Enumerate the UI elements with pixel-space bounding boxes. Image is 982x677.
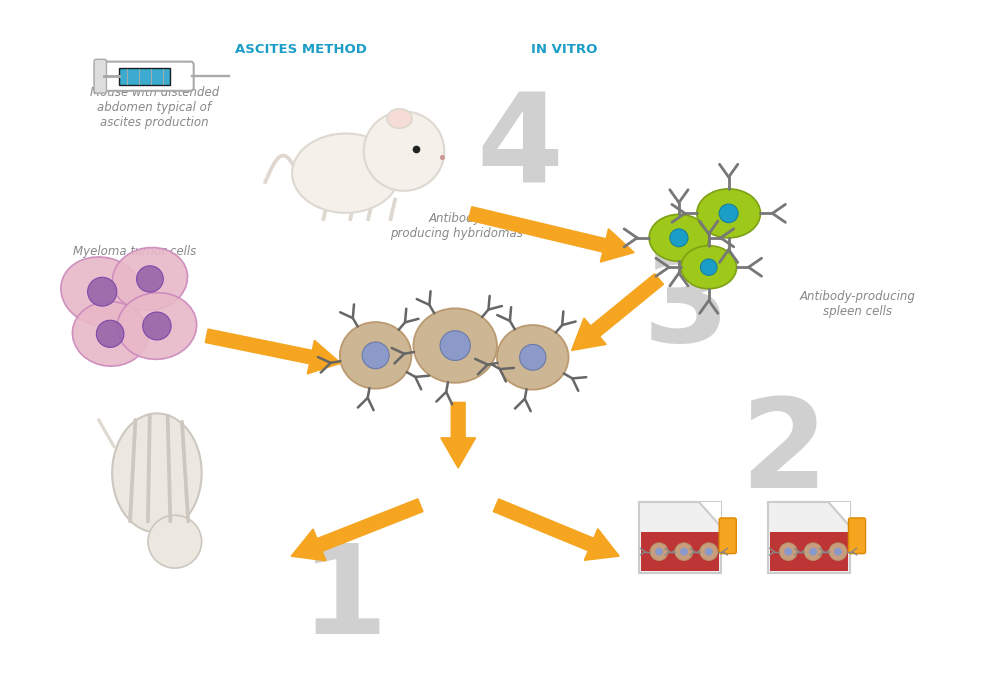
Ellipse shape bbox=[61, 257, 143, 326]
Circle shape bbox=[87, 278, 117, 306]
Circle shape bbox=[650, 543, 668, 561]
Circle shape bbox=[829, 543, 846, 561]
Polygon shape bbox=[639, 502, 721, 573]
Text: Antibody-
producing hybridomas: Antibody- producing hybridomas bbox=[391, 212, 523, 240]
FancyArrow shape bbox=[441, 402, 475, 468]
Ellipse shape bbox=[73, 301, 148, 366]
FancyBboxPatch shape bbox=[94, 62, 193, 91]
Polygon shape bbox=[769, 502, 850, 573]
Polygon shape bbox=[829, 502, 850, 527]
Circle shape bbox=[700, 543, 718, 561]
Ellipse shape bbox=[112, 247, 188, 311]
Ellipse shape bbox=[413, 308, 497, 383]
Ellipse shape bbox=[340, 322, 411, 389]
FancyArrow shape bbox=[493, 499, 620, 561]
FancyArrow shape bbox=[205, 329, 341, 374]
Ellipse shape bbox=[292, 133, 400, 213]
Circle shape bbox=[670, 229, 688, 247]
Ellipse shape bbox=[697, 189, 760, 238]
Ellipse shape bbox=[387, 109, 412, 128]
Text: 4: 4 bbox=[477, 88, 564, 209]
FancyBboxPatch shape bbox=[719, 518, 736, 554]
Circle shape bbox=[680, 548, 687, 556]
FancyBboxPatch shape bbox=[848, 518, 865, 554]
Circle shape bbox=[675, 543, 693, 561]
Text: Mouse with distended
abdomen typical of
ascites production: Mouse with distended abdomen typical of … bbox=[89, 86, 219, 129]
Circle shape bbox=[440, 330, 470, 360]
FancyArrow shape bbox=[572, 274, 664, 351]
Circle shape bbox=[136, 266, 163, 292]
FancyBboxPatch shape bbox=[119, 68, 170, 85]
Ellipse shape bbox=[117, 292, 196, 359]
Circle shape bbox=[804, 543, 822, 561]
Ellipse shape bbox=[112, 414, 201, 532]
FancyArrow shape bbox=[468, 206, 634, 262]
Circle shape bbox=[780, 543, 797, 561]
Text: IN VITRO: IN VITRO bbox=[531, 43, 597, 56]
Polygon shape bbox=[699, 502, 721, 527]
Text: Antibody-producing
spleen cells: Antibody-producing spleen cells bbox=[799, 290, 915, 318]
Circle shape bbox=[148, 515, 201, 568]
Polygon shape bbox=[641, 532, 719, 571]
FancyBboxPatch shape bbox=[94, 60, 106, 93]
Text: Myeloma tumor cells: Myeloma tumor cells bbox=[73, 245, 196, 258]
Ellipse shape bbox=[681, 246, 736, 289]
Circle shape bbox=[142, 312, 171, 340]
Circle shape bbox=[705, 548, 713, 556]
Circle shape bbox=[96, 320, 124, 347]
Polygon shape bbox=[771, 532, 848, 571]
Circle shape bbox=[834, 548, 842, 556]
Circle shape bbox=[655, 548, 663, 556]
Circle shape bbox=[362, 342, 389, 369]
Ellipse shape bbox=[497, 325, 569, 390]
Circle shape bbox=[519, 345, 546, 370]
Text: 1: 1 bbox=[301, 539, 388, 660]
Circle shape bbox=[785, 548, 792, 556]
Circle shape bbox=[700, 259, 717, 276]
Text: ASCITES METHOD: ASCITES METHOD bbox=[235, 43, 366, 56]
Ellipse shape bbox=[649, 215, 709, 261]
Text: 3: 3 bbox=[643, 247, 730, 368]
Circle shape bbox=[809, 548, 817, 556]
Circle shape bbox=[719, 204, 738, 223]
FancyArrow shape bbox=[291, 499, 423, 561]
Circle shape bbox=[363, 112, 444, 191]
Text: 2: 2 bbox=[740, 393, 828, 514]
